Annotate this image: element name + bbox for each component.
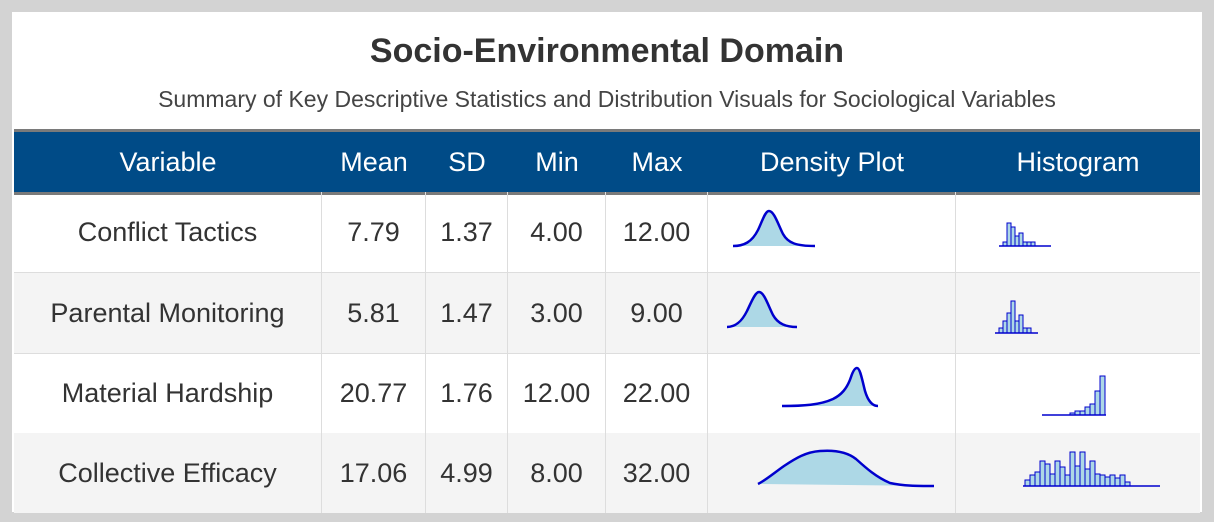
cell-histogram bbox=[956, 353, 1200, 433]
cell-density bbox=[708, 433, 956, 513]
table-header: Variable Mean SD Min Max Density Plot Hi… bbox=[14, 129, 1200, 195]
cell-min: 8.00 bbox=[508, 433, 606, 513]
header-min: Min bbox=[535, 147, 579, 177]
cell-mean: 17.06 bbox=[322, 433, 426, 513]
cell-max: 22.00 bbox=[606, 353, 708, 433]
cell-sd: 1.47 bbox=[426, 273, 508, 353]
header-mean: Mean bbox=[340, 147, 408, 177]
density-plot-icon bbox=[732, 209, 816, 248]
cell-max: 12.00 bbox=[606, 192, 708, 272]
header-max: Max bbox=[631, 147, 683, 177]
table-row: Material Hardship 20.77 1.76 12.00 22.00 bbox=[14, 353, 1200, 434]
cell-density bbox=[708, 192, 956, 272]
table-row: Conflict Tactics 7.79 1.37 4.00 12.00 bbox=[14, 192, 1200, 273]
cell-sd: 1.76 bbox=[426, 353, 508, 433]
cell-histogram bbox=[956, 273, 1200, 353]
histogram-icon bbox=[999, 222, 1051, 247]
cell-variable: Collective Efficacy bbox=[14, 433, 322, 513]
cell-min: 4.00 bbox=[508, 192, 606, 272]
cell-variable: Conflict Tactics bbox=[14, 192, 322, 272]
density-plot-icon bbox=[726, 290, 798, 329]
cell-density bbox=[708, 353, 956, 433]
cell-min: 3.00 bbox=[508, 273, 606, 353]
table-row: Parental Monitoring 5.81 1.47 3.00 9.00 bbox=[14, 273, 1200, 354]
table-title: Socio-Environmental Domain bbox=[369, 32, 845, 70]
cell-max: 32.00 bbox=[606, 433, 708, 513]
cell-max: 9.00 bbox=[606, 273, 708, 353]
histogram-icon bbox=[995, 300, 1038, 334]
cell-histogram bbox=[956, 433, 1200, 513]
cell-variable: Parental Monitoring bbox=[14, 273, 322, 353]
cell-mean: 20.77 bbox=[322, 353, 426, 433]
cell-sd: 1.37 bbox=[426, 192, 508, 272]
cell-min: 12.00 bbox=[508, 353, 606, 433]
cell-density bbox=[708, 273, 956, 353]
header-variable: Variable bbox=[119, 147, 217, 177]
cell-histogram bbox=[956, 192, 1200, 272]
header-density-plot: Density Plot bbox=[759, 147, 905, 177]
density-plot-icon bbox=[757, 449, 935, 488]
cell-mean: 5.81 bbox=[322, 273, 426, 353]
summary-card: Socio-Environmental Domain Summary of Ke… bbox=[12, 12, 1202, 513]
header-histogram: Histogram bbox=[1016, 147, 1140, 177]
cell-sd: 4.99 bbox=[426, 433, 508, 513]
table-subtitle: Summary of Key Descriptive Statistics an… bbox=[158, 86, 1056, 112]
histogram-icon bbox=[1042, 375, 1106, 416]
cell-variable: Material Hardship bbox=[14, 353, 322, 433]
density-plot-icon bbox=[781, 366, 879, 408]
table-row: Collective Efficacy 17.06 4.99 8.00 32.0… bbox=[14, 433, 1200, 513]
histogram-icon bbox=[1023, 451, 1160, 487]
cell-mean: 7.79 bbox=[322, 192, 426, 272]
header-sd: SD bbox=[448, 147, 486, 177]
